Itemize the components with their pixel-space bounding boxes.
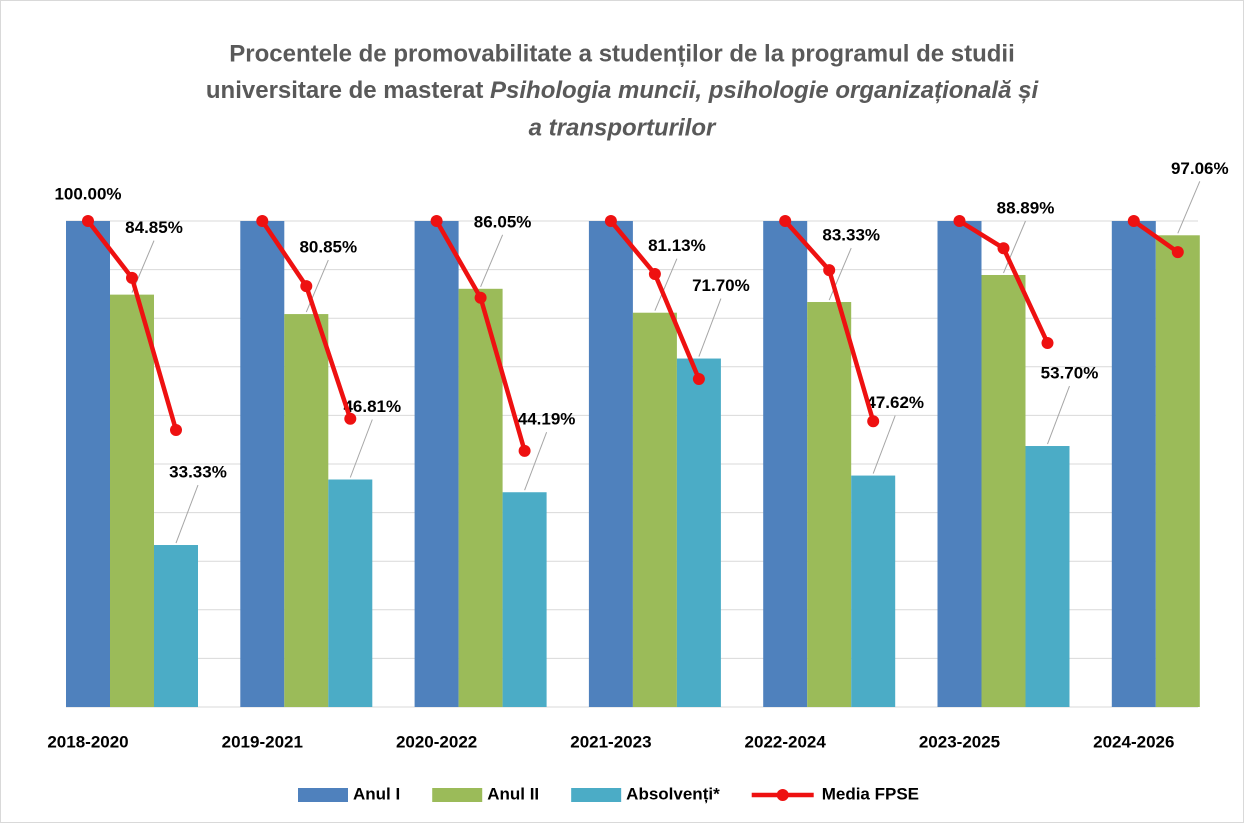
data-label: 71.70% [692, 276, 750, 295]
line-marker [300, 280, 313, 293]
chart-title: Procentele de promovabilitate a studenți… [229, 40, 1014, 67]
line-marker [256, 215, 269, 227]
leader-line [872, 415, 896, 474]
line-marker [1041, 336, 1054, 349]
line-marker [126, 271, 138, 284]
line-marker [779, 215, 792, 227]
line-marker [867, 415, 880, 428]
data-label: 47.62% [866, 393, 924, 412]
leader-line [524, 432, 548, 491]
bar [328, 479, 373, 707]
leader-line [480, 234, 504, 287]
leader-line [1177, 181, 1201, 234]
leader-line [1047, 385, 1070, 445]
x-tick-label: 2024-2026 [1093, 732, 1174, 751]
bar [937, 221, 982, 707]
line-marker [648, 267, 661, 280]
legend-swatch [776, 789, 789, 801]
bar [763, 221, 808, 707]
x-tick-label: 2021-2023 [570, 732, 651, 751]
bar [284, 314, 329, 707]
data-label: 81.13% [648, 236, 706, 255]
data-label: 44.19% [518, 410, 576, 429]
line-marker [474, 291, 487, 304]
bar [676, 358, 721, 707]
bar [807, 302, 852, 707]
x-tick-label: 2019-2021 [222, 732, 303, 751]
x-tick-label: 2022-2024 [745, 732, 827, 751]
legend-label: Anul II [487, 784, 539, 803]
line-marker [344, 412, 357, 425]
data-label: 100.00% [54, 184, 121, 203]
line-marker [170, 423, 182, 436]
bar [1111, 221, 1156, 707]
bar [502, 492, 547, 707]
legend-label: Media FPSE [822, 784, 919, 803]
leader-line [175, 484, 199, 544]
leader-line [349, 419, 373, 478]
line [1132, 219, 1180, 254]
data-label: 88.89% [997, 198, 1055, 217]
leader-line [654, 258, 678, 311]
chart-title: universitare de masterat Psihologia munc… [206, 77, 1040, 104]
title-part: universitare de masterat [206, 77, 490, 104]
leader-line [1003, 220, 1026, 274]
legend-swatch [571, 788, 622, 802]
title-part: Psihologia muncii, psihologie organizați… [490, 77, 1039, 104]
bar [981, 274, 1026, 707]
line-marker [1127, 215, 1140, 227]
data-label: 80.85% [299, 238, 357, 257]
chart-title: a transporturilor [529, 114, 717, 141]
bar [851, 475, 896, 707]
bar [66, 221, 110, 707]
line-marker [997, 242, 1010, 255]
x-tick-label: 2023-2025 [919, 732, 1000, 751]
bar [1155, 235, 1200, 708]
bar [632, 312, 677, 707]
line-marker [430, 215, 443, 227]
x-tick-label: 2018-2020 [47, 732, 128, 751]
legend-swatch [432, 788, 483, 802]
data-label: 46.81% [343, 397, 401, 416]
data-label: 86.05% [474, 212, 532, 231]
line-marker [604, 215, 617, 227]
data-label: 84.85% [125, 218, 183, 237]
line-marker [82, 215, 94, 227]
bar [588, 221, 633, 707]
bar [110, 294, 154, 707]
x-tick-label: 2020-2022 [396, 732, 477, 751]
data-label: 83.33% [822, 226, 880, 245]
bar [1025, 446, 1070, 707]
bar [458, 288, 503, 707]
legend-label: Absolvenți* [626, 784, 720, 803]
line-marker [953, 215, 966, 227]
data-label: 53.70% [1041, 364, 1099, 383]
leader-line [828, 247, 852, 301]
leader-line [698, 298, 722, 357]
legend-swatch [298, 788, 348, 802]
bar [154, 545, 198, 707]
line-marker [518, 444, 531, 457]
bar [240, 221, 285, 707]
bar [414, 221, 459, 707]
data-label: 97.06% [1171, 159, 1229, 178]
line-marker [692, 372, 705, 385]
line-marker [1171, 246, 1184, 259]
line-marker [823, 264, 836, 277]
legend-label: Anul I [353, 784, 400, 803]
data-label: 33.33% [169, 463, 227, 482]
